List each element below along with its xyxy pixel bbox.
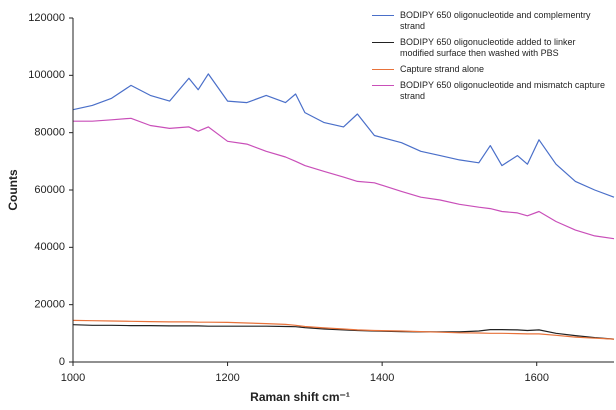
series-line — [73, 117, 615, 240]
x-tick-label: 1000 — [61, 372, 85, 384]
y-tick-label: 60000 — [34, 184, 65, 196]
x-tick-label: 1600 — [524, 372, 548, 384]
series-line — [72, 324, 615, 340]
legend-label: BODIPY 650 oligonucleotide and complemen… — [400, 10, 591, 31]
legend-label: Capture strand alone — [400, 64, 485, 74]
x-axis-title: Raman shift cm⁻¹ — [250, 390, 350, 404]
legend-swatch — [372, 69, 394, 70]
y-tick-label: 80000 — [34, 127, 65, 139]
legend: BODIPY 650 oligonucleotide and complemen… — [372, 10, 608, 107]
legend-item: BODIPY 650 oligonucleotide added to link… — [372, 37, 608, 59]
legend-label: BODIPY 650 oligonucleotide added to link… — [400, 37, 576, 58]
y-tick-label: 40000 — [34, 241, 65, 253]
y-tick-label: 120000 — [28, 12, 65, 24]
legend-swatch — [372, 42, 394, 43]
legend-swatch — [372, 15, 394, 16]
legend-item: Capture strand alone — [372, 64, 608, 75]
legend-item: BODIPY 650 oligonucleotide and mismatch … — [372, 80, 608, 102]
series-line — [72, 73, 615, 198]
y-tick-label: 20000 — [34, 299, 65, 311]
legend-label: BODIPY 650 oligonucleotide and mismatch … — [400, 80, 605, 101]
y-tick-label: 0 — [59, 356, 65, 368]
y-axis-title: Counts — [6, 169, 20, 211]
x-tick-label: 1200 — [215, 372, 239, 384]
y-tick-label: 100000 — [28, 69, 65, 81]
x-tick-label: 1400 — [370, 372, 394, 384]
legend-swatch — [372, 85, 394, 86]
series-line — [72, 319, 615, 340]
legend-item: BODIPY 650 oligonucleotide and complemen… — [372, 10, 608, 32]
